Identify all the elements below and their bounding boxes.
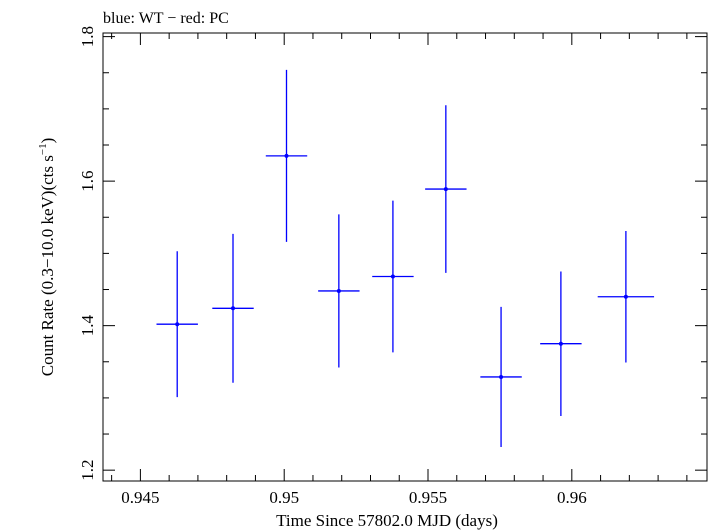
data-points: [156, 69, 655, 448]
data-point: [212, 233, 254, 383]
data-marker: [336, 288, 341, 293]
y-tick-label: 1.6: [78, 171, 97, 192]
y-tick-labels: 1.2 1.4 1.6 1.8: [78, 26, 97, 481]
y-axis-label-close: ): [38, 138, 57, 144]
plot-frame: [102, 32, 708, 482]
x-tick-labels: 0.945 0.95 0.955 0.96: [121, 488, 586, 507]
data-point: [156, 251, 198, 398]
y-tick-label: 1.8: [78, 26, 97, 47]
data-point: [318, 214, 360, 368]
y-tick-label: 1.4: [78, 315, 97, 337]
data-marker: [175, 322, 180, 327]
y-axis-label-sup: −1: [37, 143, 49, 155]
x-axis-label: Time Since 57802.0 MJD (days): [276, 511, 498, 530]
y-tick-label: 1.2: [78, 460, 97, 481]
data-marker: [443, 187, 448, 192]
data-marker: [390, 274, 395, 279]
data-marker: [499, 374, 504, 379]
data-marker: [558, 341, 563, 346]
x-tick-label: 0.955: [409, 488, 447, 507]
data-point: [597, 230, 655, 363]
x-tick-label: 0.95: [269, 488, 299, 507]
data-marker: [623, 294, 628, 299]
data-point: [480, 306, 522, 448]
chart-title: blue: WT − red: PC: [103, 10, 229, 27]
x-tick-label: 0.96: [557, 488, 587, 507]
y-axis-label-main: Count Rate (0.3−10.0 keV)(cts s: [38, 155, 57, 376]
data-marker: [231, 306, 236, 311]
axis-ticks: [103, 33, 707, 481]
data-point: [265, 69, 308, 242]
data-point: [425, 105, 467, 273]
data-marker: [284, 153, 289, 158]
y-axis-label: Count Rate (0.3−10.0 keV)(cts s−1): [37, 138, 57, 377]
data-point: [540, 271, 582, 416]
data-point: [372, 200, 414, 353]
x-tick-label: 0.945: [121, 488, 159, 507]
